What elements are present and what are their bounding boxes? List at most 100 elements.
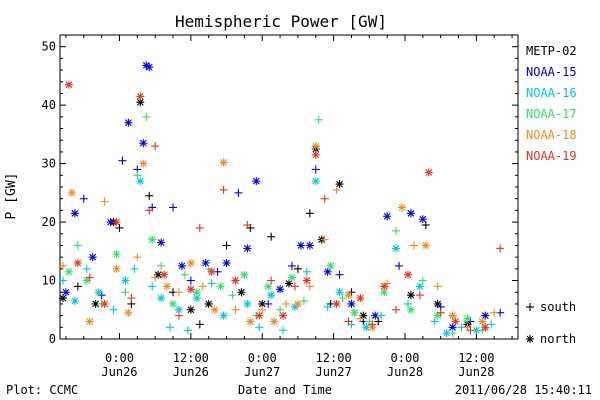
north-marker (112, 250, 121, 259)
north-marker (73, 259, 82, 267)
north-marker (163, 282, 172, 291)
y-tick-label: 50 (42, 40, 56, 54)
south-marker (118, 156, 127, 165)
north-marker (70, 297, 79, 305)
south-marker (377, 311, 386, 320)
north-marker (335, 180, 344, 189)
south-marker (305, 282, 314, 291)
north-marker (326, 261, 335, 270)
south-marker (430, 317, 439, 326)
x-axis: 0:00Jun2612:00Jun260:00Jun2712:00Jun270:… (65, 35, 513, 379)
south-marker (466, 326, 475, 335)
north-marker (216, 282, 225, 291)
north-marker (392, 244, 401, 253)
north-marker (421, 241, 430, 250)
north-marker (448, 311, 457, 320)
north-marker (279, 311, 288, 320)
south-marker (409, 241, 418, 250)
north-marker (100, 299, 109, 308)
north-marker (335, 288, 344, 297)
south-marker (433, 282, 442, 291)
north-marker (347, 299, 356, 308)
data-markers (58, 61, 505, 338)
y-tick-label: 20 (42, 215, 56, 229)
north-marker (243, 299, 252, 308)
south-marker (293, 264, 302, 273)
south-marker (490, 308, 499, 317)
series-noaa-16 (58, 177, 496, 338)
south-marker (279, 326, 288, 335)
north-marker (415, 282, 424, 291)
north-marker (237, 288, 246, 297)
series-noaa-17 (64, 112, 487, 338)
south-marker (332, 185, 341, 194)
south-marker (392, 305, 401, 314)
south-marker (374, 317, 383, 326)
north-marker (424, 168, 433, 177)
north-marker (204, 299, 213, 308)
south-marker (255, 323, 264, 332)
south-marker (320, 235, 329, 244)
south-marker (267, 232, 276, 241)
north-marker (344, 291, 353, 300)
north-marker (418, 215, 427, 224)
x-tick-label-date: Jun28 (387, 365, 423, 379)
north-marker (264, 282, 273, 291)
north-marker (136, 177, 145, 186)
north-marker (305, 241, 314, 250)
south-marker (219, 185, 228, 194)
south-marker (335, 270, 344, 279)
north-marker (403, 270, 412, 279)
south-marker (314, 115, 323, 124)
north-marker (112, 218, 121, 227)
x-tick-label-time: 12:00 (173, 351, 209, 365)
south-marker (228, 291, 237, 300)
south-marker (436, 308, 445, 317)
north-marker (64, 267, 73, 276)
marker-legend: south north (526, 300, 576, 346)
legend-entry: NOAA-15 (526, 65, 577, 79)
north-marker (246, 317, 255, 326)
north-marker (356, 294, 365, 303)
south-marker (145, 206, 154, 215)
north-marker (201, 259, 210, 267)
north-marker (219, 158, 228, 167)
south-marker (127, 294, 136, 303)
north-marker (481, 323, 490, 332)
legend: METP-02 NOAA-15 NOAA-16 NOAA-17 NOAA-18 NOAA-… (526, 44, 577, 163)
south-marker (267, 276, 276, 285)
north-marker (398, 203, 407, 212)
x-tick-label-date: Jun26 (101, 365, 137, 379)
north-marker (231, 276, 240, 285)
north-marker (463, 314, 472, 323)
south-marker (403, 299, 412, 308)
north-marker (276, 285, 285, 294)
south-marker (496, 244, 505, 253)
north-marker (67, 188, 76, 197)
south-marker (85, 273, 94, 282)
south-marker (276, 305, 285, 314)
north-marker (255, 311, 264, 320)
footer-axis-title: Date and Time (238, 383, 332, 397)
north-marker (323, 267, 332, 276)
north-marker (112, 264, 121, 273)
legend-entry: NOAA-16 (526, 86, 577, 100)
north-marker (94, 288, 103, 297)
south-marker (448, 329, 457, 338)
north-marker (240, 270, 249, 279)
south-marker (183, 326, 192, 335)
south-marker (195, 320, 204, 329)
south-marker (174, 311, 183, 320)
north-marker (243, 244, 252, 253)
x-tick-label-date: Jun28 (458, 365, 494, 379)
south-marker (58, 261, 67, 270)
north-marker (350, 308, 359, 317)
south-marker (186, 276, 195, 285)
south-marker (195, 223, 204, 232)
x-tick-label-time: 12:00 (458, 351, 494, 365)
north-marker (371, 311, 380, 320)
south-marker (338, 294, 347, 303)
north-marker (139, 139, 148, 148)
south-marker (133, 253, 142, 262)
south-marker (356, 314, 365, 323)
